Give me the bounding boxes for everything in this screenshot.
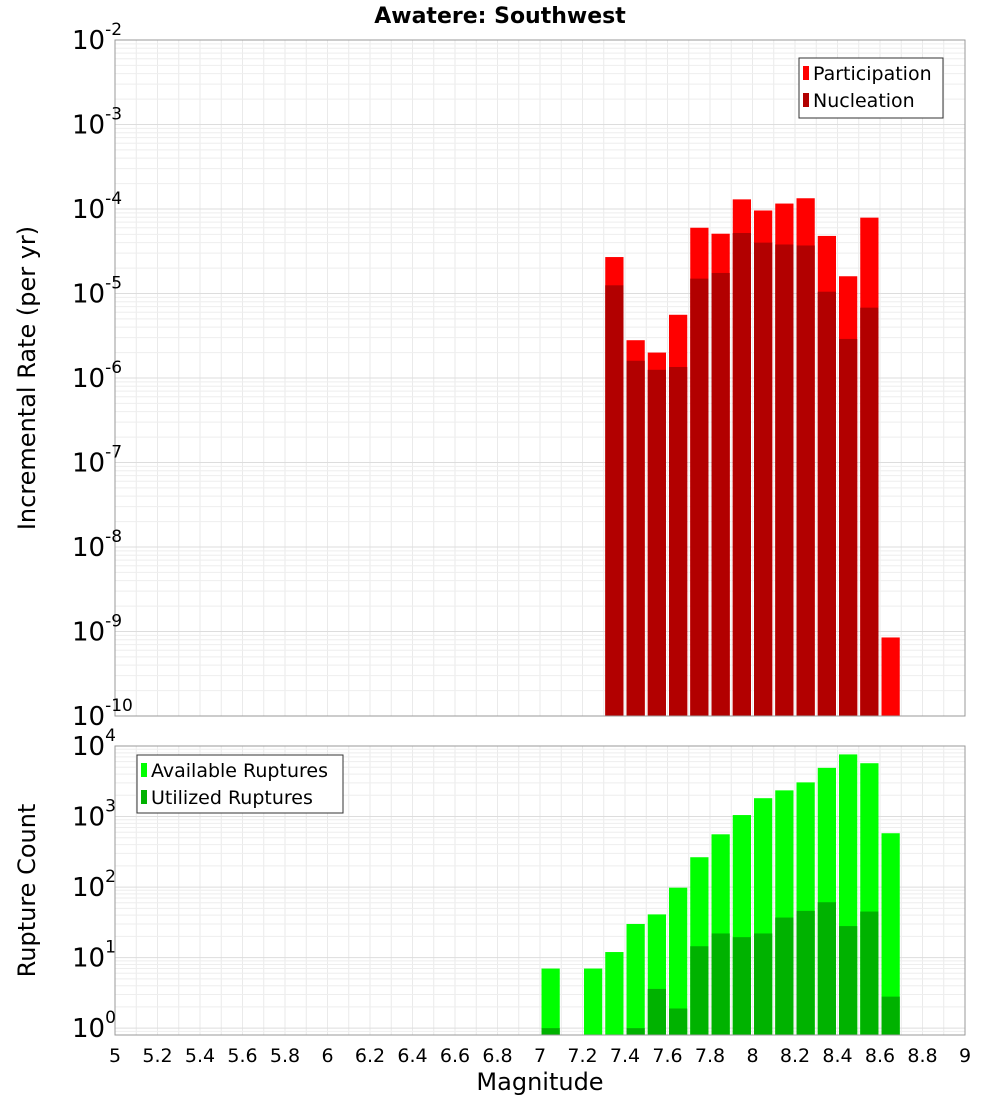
bottom-bars (541, 754, 900, 1035)
bar-utilized-ruptures (775, 917, 794, 1035)
legend-swatch (141, 763, 147, 777)
bottom-plot-border (114, 745, 966, 1036)
bar-nucleation (669, 366, 688, 716)
y-tick-label: 103 (72, 797, 116, 833)
legend-label: Available Ruptures (151, 760, 328, 782)
top-y-axis-label: Incremental Rate (per yr) (13, 226, 41, 530)
bar-available-ruptures (605, 952, 624, 1035)
x-tick-label: 6.6 (440, 1045, 470, 1067)
x-tick-labels: 5 5.2 5.4 5.6 5.8 6 6.2 6.4 6.6 6.8 7 7.2 7.4 7.6 7.8 8… (109, 1045, 971, 1067)
x-tick-label: 6 (321, 1045, 333, 1067)
bar-nucleation (626, 360, 645, 716)
y-tick-label: 10-8 (72, 527, 122, 563)
x-tick-label: 6.4 (397, 1045, 427, 1067)
x-tick-label: 5 (109, 1045, 121, 1067)
y-tick-label: 10-4 (72, 189, 122, 225)
bar-utilized-ruptures (817, 902, 836, 1035)
bar-nucleation (647, 369, 666, 716)
y-tick-label: 10-3 (72, 105, 122, 141)
bar-participation (881, 637, 900, 716)
bar-utilized-ruptures (669, 1008, 688, 1035)
x-tick-label: 8.6 (865, 1045, 895, 1067)
bottom-legend: Available Ruptures Utilized Ruptures (136, 754, 344, 814)
x-tick-label: 8.2 (780, 1045, 810, 1067)
bar-nucleation (860, 307, 879, 716)
bar-nucleation (754, 242, 773, 717)
bar-utilized-ruptures (860, 911, 879, 1035)
x-tick-label: 8.4 (822, 1045, 852, 1067)
legend-swatch (141, 790, 147, 804)
y-tick-label: 101 (72, 938, 116, 974)
top-bars (605, 198, 900, 717)
bar-available-ruptures (584, 968, 603, 1035)
legend-box (136, 754, 344, 814)
bar-utilized-ruptures (754, 933, 773, 1035)
x-tick-label: 7.6 (652, 1045, 682, 1067)
y-tick-label: 10-2 (72, 20, 122, 56)
top-y-tick-labels: 10-10 10-9 10-8 10-7 10-6 10-5 10-4 10-3 10-2 (72, 20, 133, 732)
y-tick-label: 102 (72, 867, 116, 903)
bar-utilized-ruptures (690, 946, 709, 1035)
x-tick-label: 7.2 (567, 1045, 597, 1067)
x-tick-label: 5.2 (142, 1045, 172, 1067)
bar-nucleation (690, 278, 709, 716)
bar-nucleation (732, 232, 751, 716)
x-axis-label: Magnitude (476, 1068, 603, 1096)
legend-swatch (803, 66, 809, 80)
y-tick-label: 10-7 (72, 443, 122, 479)
bar-utilized-ruptures (647, 988, 666, 1035)
x-tick-label: 6.2 (355, 1045, 385, 1067)
x-tick-label: 9 (959, 1045, 971, 1067)
bar-available-ruptures (626, 923, 645, 1035)
top-panel: 10-10 10-9 10-8 10-7 10-6 10-5 10-4 10-3 10-2 In… (13, 20, 966, 732)
legend-label: Nucleation (813, 90, 915, 112)
bar-utilized-ruptures (881, 996, 900, 1035)
bar-utilized-ruptures (732, 937, 751, 1035)
y-tick-label: 100 (72, 1008, 116, 1044)
chart-title: Awatere: Southwest (374, 4, 626, 29)
bar-nucleation (817, 291, 836, 716)
bottom-y-axis-label: Rupture Count (13, 804, 41, 978)
bottom-panel: 100 101 102 103 104 5 5.2 5.4 5.6 5.8 6 6.2 6.4 6.6 6… (13, 726, 971, 1096)
bottom-y-tick-labels: 100 101 102 103 104 (72, 726, 116, 1044)
top-grid (114, 40, 966, 717)
bar-available-ruptures (541, 968, 560, 1035)
x-tick-label: 5.8 (270, 1045, 300, 1067)
bar-nucleation (796, 245, 815, 717)
x-tick-label: 5.4 (185, 1045, 215, 1067)
x-tick-label: 6.8 (482, 1045, 512, 1067)
bar-nucleation (711, 272, 730, 716)
bar-utilized-ruptures (626, 1028, 645, 1035)
bar-utilized-ruptures (796, 910, 815, 1035)
top-legend: Participation Nucleation (798, 57, 944, 119)
y-tick-label: 10-5 (72, 274, 122, 310)
y-tick-label: 104 (72, 726, 116, 762)
x-tick-label: 8 (746, 1045, 758, 1067)
bar-nucleation (839, 338, 858, 716)
legend-box (798, 57, 944, 119)
legend-swatch (803, 93, 809, 107)
x-tick-label: 7 (534, 1045, 546, 1067)
bar-nucleation (775, 244, 794, 716)
bar-available-ruptures (881, 833, 900, 1035)
bar-utilized-ruptures (541, 1028, 560, 1035)
y-tick-label: 10-10 (72, 696, 133, 732)
x-tick-label: 7.4 (610, 1045, 640, 1067)
y-tick-label: 10-9 (72, 612, 122, 648)
bar-nucleation (605, 285, 624, 716)
bar-utilized-ruptures (839, 926, 858, 1035)
legend-label: Participation (813, 63, 932, 85)
bar-utilized-ruptures (711, 933, 730, 1035)
x-tick-label: 8.8 (907, 1045, 937, 1067)
y-tick-label: 10-6 (72, 358, 122, 394)
bar-available-ruptures (669, 887, 688, 1035)
top-plot-border (114, 39, 966, 717)
x-tick-label: 5.6 (227, 1045, 257, 1067)
x-tick-label: 7.8 (695, 1045, 725, 1067)
legend-label: Utilized Ruptures (151, 787, 313, 809)
